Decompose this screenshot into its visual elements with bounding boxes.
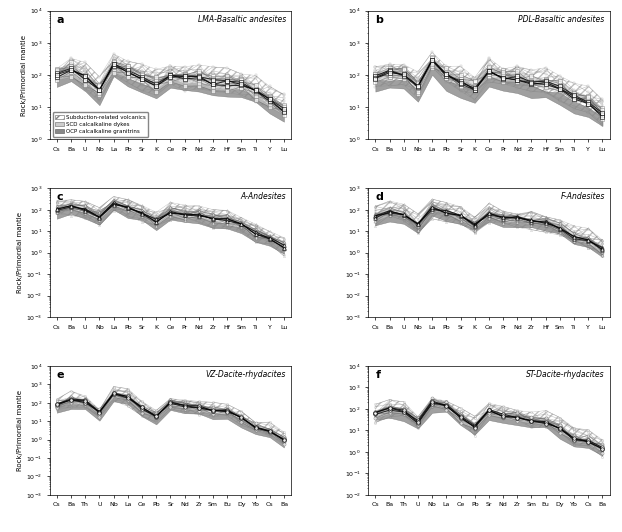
Text: ST-Dacite-rhydacites: ST-Dacite-rhydacites [526, 370, 605, 379]
Text: f: f [376, 370, 381, 380]
Legend: Subduction-related volcanics, SCD calcalkaline dykes, OCP calcalkaline granitrin: Subduction-related volcanics, SCD calcal… [52, 112, 149, 137]
Text: c: c [57, 192, 63, 202]
Text: A-Andesites: A-Andesites [241, 192, 286, 201]
Text: d: d [376, 192, 383, 202]
Text: VZ-Dacite-rhydacites: VZ-Dacite-rhydacites [206, 370, 286, 379]
Text: b: b [376, 14, 383, 24]
Text: PDL-Basaltic andesites: PDL-Basaltic andesites [519, 14, 605, 23]
Text: a: a [57, 14, 65, 24]
Y-axis label: Rock/Primordial mantle: Rock/Primordial mantle [21, 35, 27, 115]
Text: e: e [57, 370, 65, 380]
Y-axis label: Rock/Primordial mantle: Rock/Primordial mantle [17, 212, 23, 293]
Text: F-Andesites: F-Andesites [560, 192, 605, 201]
Text: LMA-Basaltic andesites: LMA-Basaltic andesites [198, 14, 286, 23]
Y-axis label: Rock/Primordial mantle: Rock/Primordial mantle [17, 390, 23, 471]
